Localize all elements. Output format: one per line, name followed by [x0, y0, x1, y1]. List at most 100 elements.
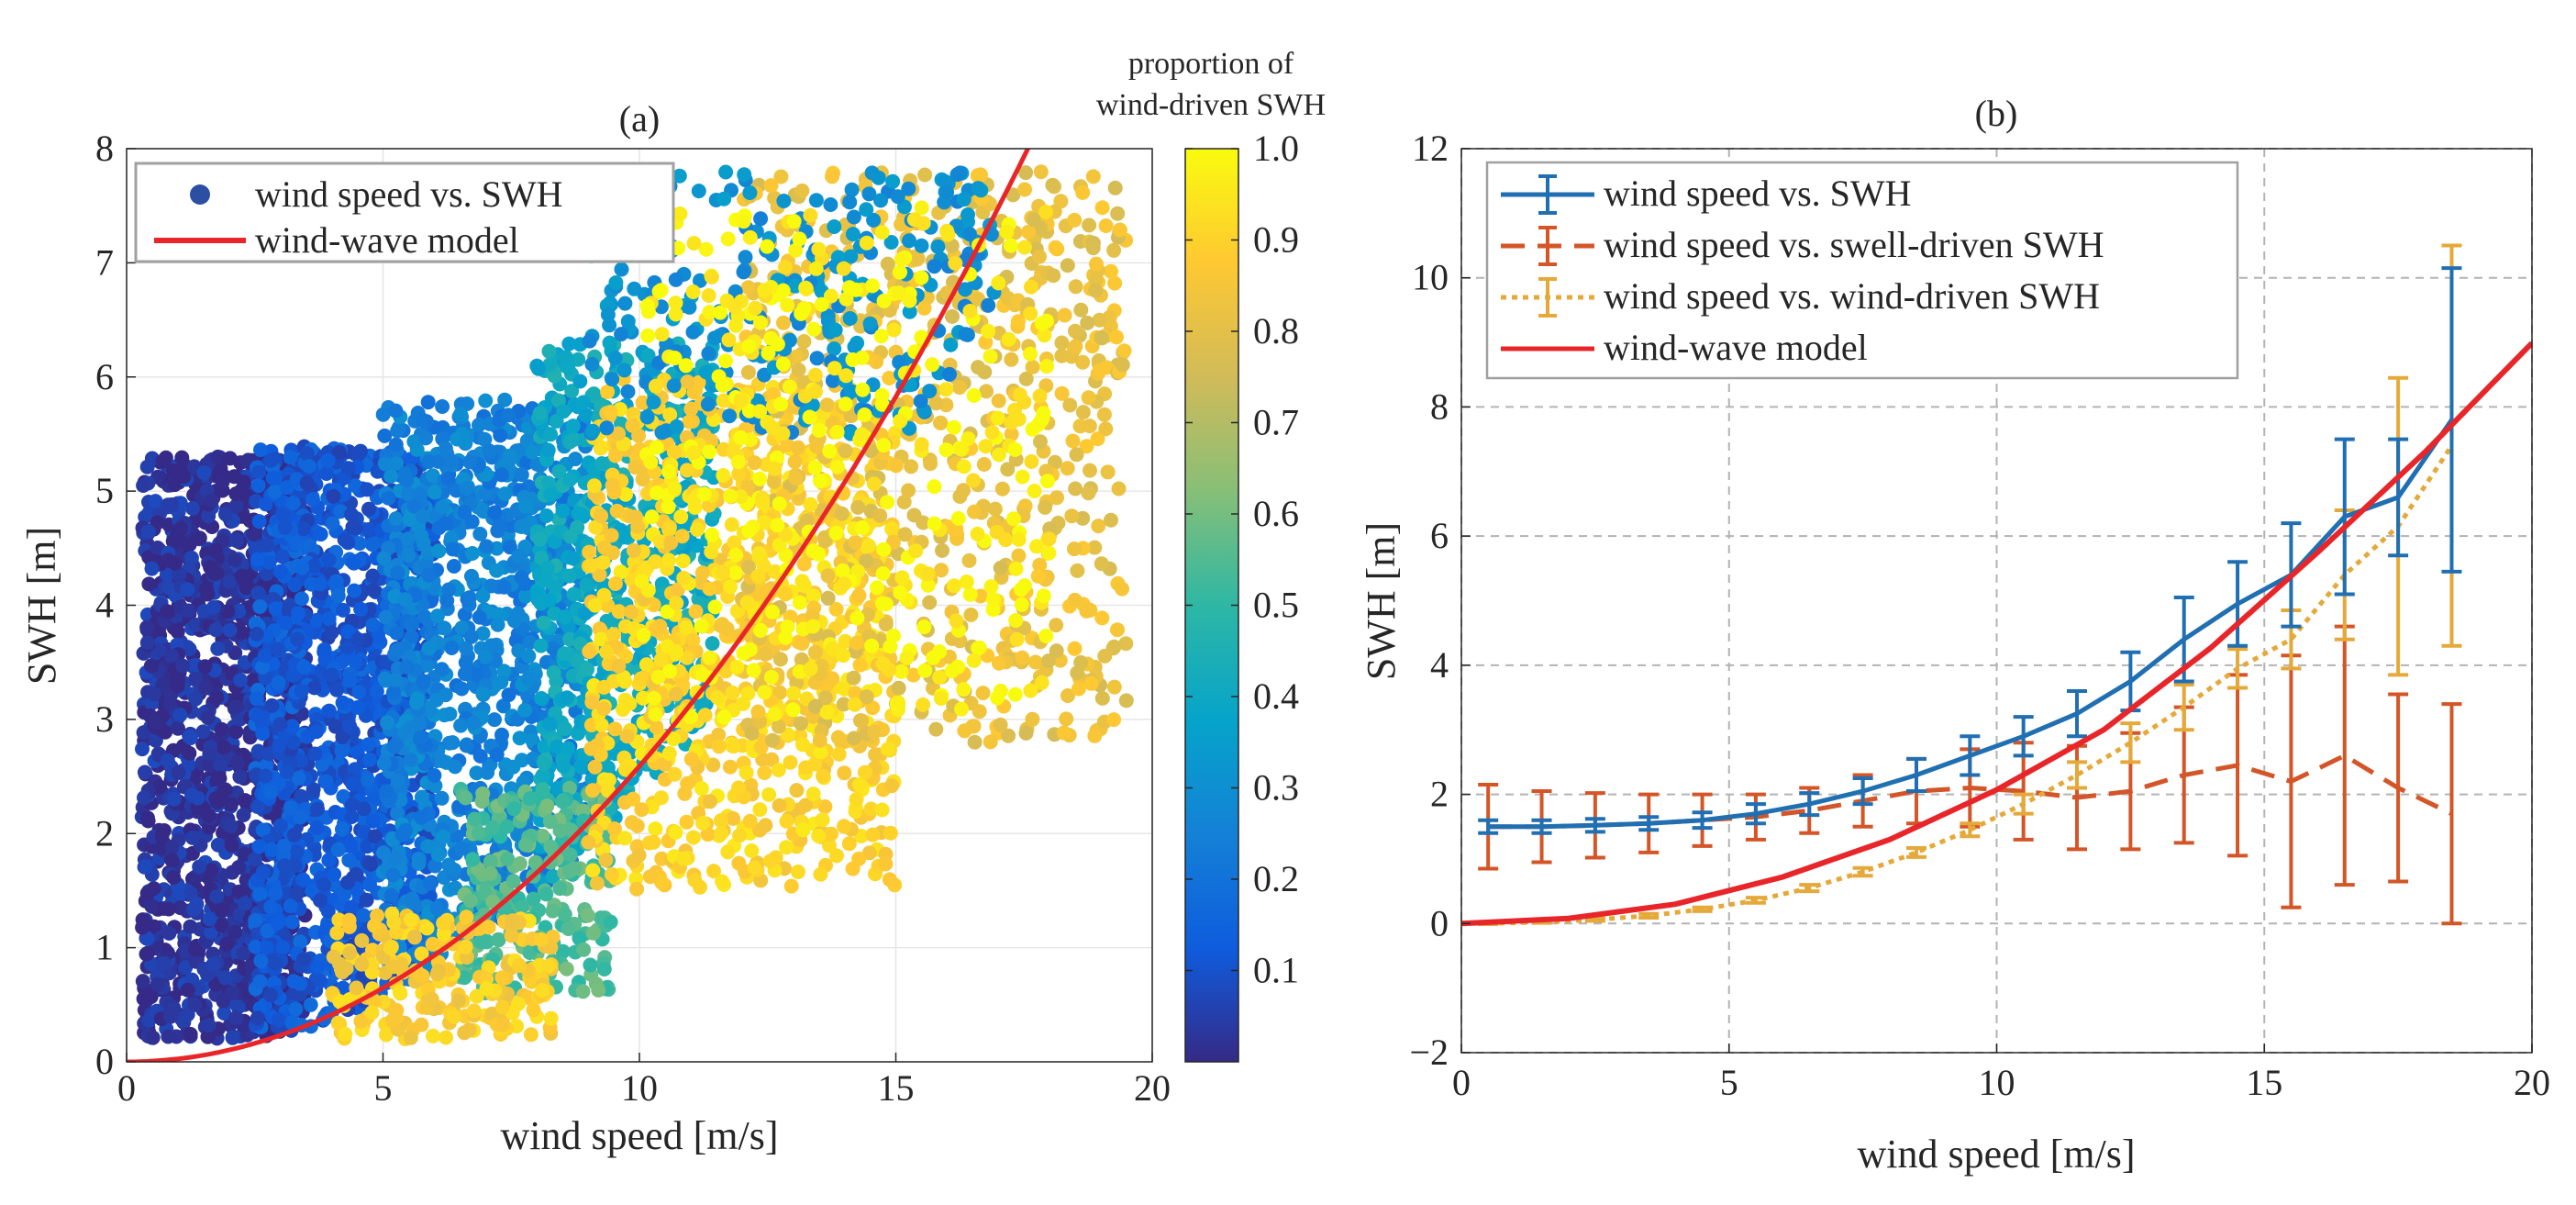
scatter-point — [388, 737, 404, 753]
scatter-point — [350, 699, 365, 715]
scatter-point — [365, 813, 381, 829]
scatter-point — [420, 395, 436, 410]
scatter-point — [272, 818, 288, 833]
scatter-point — [378, 456, 393, 472]
scatter-point — [361, 737, 376, 753]
scatter-point — [320, 452, 336, 468]
scatter-point — [596, 962, 612, 976]
scatter-point — [446, 1009, 461, 1024]
scatter-point — [341, 912, 357, 928]
scatter-point — [139, 931, 155, 946]
scatter-point — [367, 829, 383, 844]
scatter-point — [157, 823, 172, 838]
scatter-point — [285, 734, 301, 750]
scatter-point — [454, 681, 470, 697]
scatter-point — [354, 956, 370, 972]
scatter-point — [400, 531, 416, 547]
scatter-point — [351, 685, 367, 700]
scatter-point — [512, 731, 527, 746]
scatter-point — [532, 406, 548, 421]
scatter-point — [285, 496, 301, 511]
scatter-point — [236, 808, 251, 822]
scatter-point — [258, 497, 273, 512]
scatter-point — [348, 654, 363, 670]
scatter-point — [539, 508, 554, 523]
scatter-point — [275, 506, 290, 521]
scatter-point — [529, 584, 545, 599]
scatter-point — [331, 444, 347, 460]
scatter-point — [180, 582, 195, 597]
scatter-point — [272, 738, 287, 753]
scatter-point — [139, 946, 154, 962]
scatter-point — [192, 530, 207, 546]
scatter-point — [275, 940, 291, 955]
scatter-point — [250, 799, 265, 814]
scatter-point — [299, 446, 315, 462]
scatter-point — [209, 888, 225, 904]
scatter-point — [556, 759, 572, 775]
scatter-point — [493, 428, 508, 443]
scatter-point — [287, 577, 303, 593]
scatter-point — [397, 592, 413, 608]
scatter-point — [335, 695, 350, 710]
scatter-point — [271, 642, 286, 657]
scatter-point — [540, 442, 556, 458]
scatter-point — [534, 691, 550, 706]
scatter-point — [137, 790, 151, 806]
scatter-point — [581, 908, 595, 923]
scatter-point — [344, 899, 360, 915]
scatter-point — [271, 675, 286, 690]
scatter-point — [401, 547, 416, 563]
scatter-point — [388, 673, 403, 687]
scatter-point — [283, 898, 298, 914]
scatter-point — [479, 539, 494, 554]
scatter-point — [228, 699, 243, 715]
scatter-point — [201, 757, 217, 773]
scatter-point — [388, 511, 404, 527]
scatter-point — [294, 788, 309, 804]
scatter-point — [384, 1013, 400, 1029]
scatter-point — [238, 896, 253, 911]
scatter-point — [187, 942, 203, 957]
scatter-point — [294, 560, 310, 575]
scatter-point — [405, 891, 420, 907]
scatter-point — [501, 687, 516, 703]
scatter-point — [195, 724, 211, 740]
scatter-point — [602, 335, 617, 351]
scatter-point — [478, 649, 494, 664]
scatter-point — [426, 1028, 440, 1043]
scatter-point — [574, 507, 590, 522]
scatter-point — [457, 666, 472, 682]
scatter-point — [215, 474, 230, 490]
scatter-point — [459, 481, 474, 497]
scatter-point — [380, 715, 394, 731]
scatter-point — [539, 887, 554, 902]
scatter-point — [208, 622, 224, 638]
scatter-point — [435, 399, 450, 414]
scatter-point — [466, 1003, 482, 1019]
scatter-point — [381, 490, 396, 506]
scatter-point — [246, 526, 261, 541]
scatter-point — [403, 912, 418, 928]
scatter-point — [705, 636, 720, 652]
scatter-point — [505, 913, 520, 929]
scatter-point — [201, 808, 217, 823]
scatter-point — [594, 456, 610, 472]
scatter-point — [139, 619, 155, 635]
scatter-point — [255, 865, 271, 880]
scatter-point — [268, 886, 283, 901]
scatter-point — [210, 641, 226, 656]
scatter-point — [389, 625, 405, 641]
scatter-point — [435, 753, 450, 769]
scatter-point — [494, 727, 509, 742]
scatter-point — [302, 458, 316, 474]
scatter-point — [404, 617, 419, 632]
scatter-point — [543, 486, 559, 502]
scatter-point — [139, 987, 155, 1002]
scatter-point — [203, 560, 218, 575]
scatter-point — [555, 503, 571, 519]
scatter-point — [565, 418, 581, 434]
scatter-point — [343, 838, 359, 854]
scatter-point — [262, 987, 278, 1003]
